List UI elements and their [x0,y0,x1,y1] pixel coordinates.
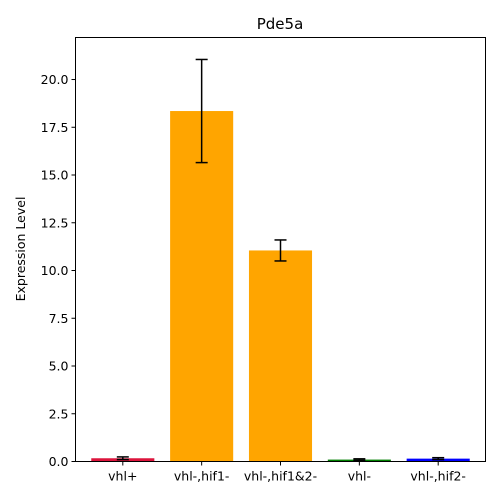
bar-2 [248,250,313,462]
y-tick-label-2: 5.0 [49,359,69,374]
y-axis-ticks: 0.0 2.5 5.0 7.5 10.0 12.5 15.0 17.5 20.0 [41,72,76,469]
y-tick-label-8: 20.0 [41,72,69,87]
y-tick-label-7: 17.5 [41,120,69,135]
y-tick-label-1: 2.5 [49,406,69,421]
error-bars-group [116,58,445,462]
y-axis-label: Expression Level [13,197,28,302]
y-tick-label-4: 10.0 [41,263,69,278]
y-tick-label-5: 12.5 [41,215,69,230]
x-tick-label-2: vhl-,hif1&2- [244,469,317,484]
bars-group [91,111,470,462]
bar-1 [170,111,234,462]
plot-frame [75,37,486,462]
x-axis-ticks: vhl+ vhl-,hif1- vhl-,hif1&2- vhl-vhl-,hif2- [108,461,466,484]
y-tick-label-6: 15.0 [41,168,69,183]
chart-title: Pde5a [257,15,304,33]
y-tick-label-0: 0.0 [49,454,69,469]
x-tick-label-4: vhl-,hif2- [410,469,466,484]
x-tick-label-3: vhl- [348,469,371,484]
x-tick-label-1: vhl-,hif1- [174,469,230,484]
y-tick-label-3: 7.5 [49,311,69,326]
x-tick-label-0: vhl+ [108,469,137,484]
